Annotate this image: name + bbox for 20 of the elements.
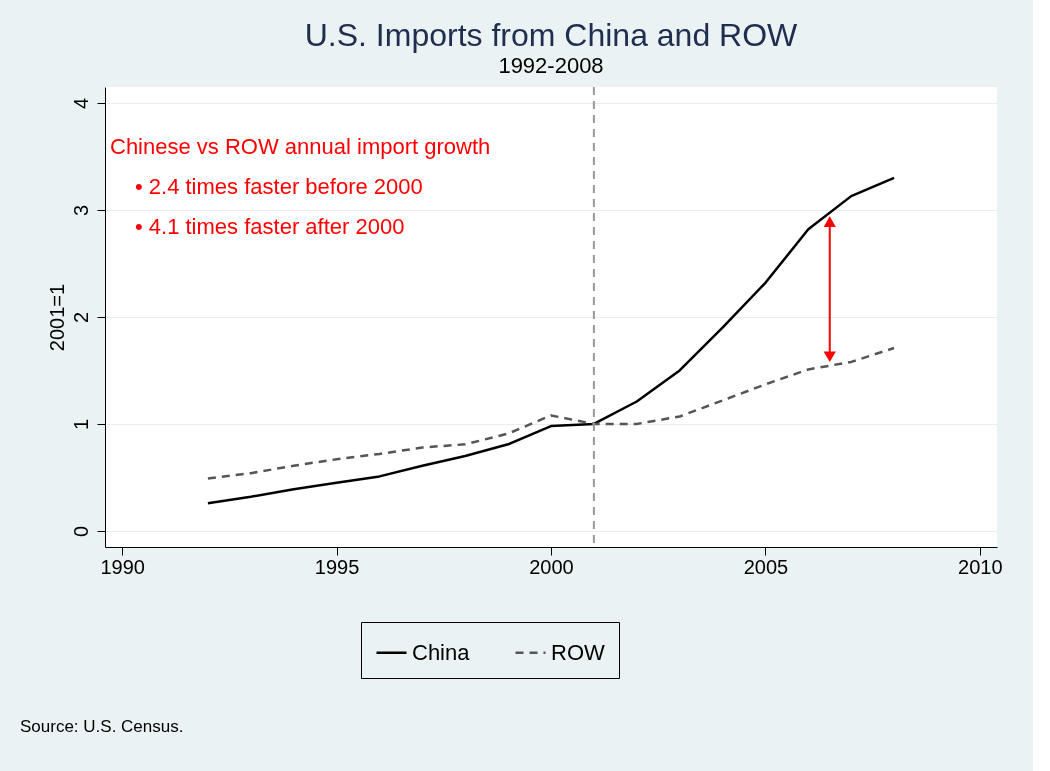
y-axis-title: 2001=1 (45, 283, 68, 352)
annotation: • 2.4 times faster before 2000 (135, 174, 423, 199)
chart-subtitle: 1992-2008 (498, 53, 604, 78)
y-tick-label: 0 (69, 525, 92, 538)
y-tick-label: 4 (69, 97, 92, 110)
x-tick-label: 2010 (958, 555, 1003, 578)
x-tick-label: 2005 (743, 555, 789, 578)
y-tick-label: 1 (69, 418, 92, 431)
legend-label: ROW (551, 639, 605, 665)
x-tick-label: 2000 (529, 555, 574, 578)
annotation: • 4.1 times faster after 2000 (135, 214, 405, 239)
chart-title: U.S. Imports from China and ROW (304, 17, 799, 53)
line-series (206, 346, 896, 480)
source-note: Source: U.S. Census. (20, 717, 184, 736)
x-tick-label: 1995 (314, 555, 360, 578)
y-tick-label: 3 (69, 204, 92, 217)
annotation: Chinese vs ROW annual import growth (110, 134, 491, 159)
x-tick-label: 1990 (100, 555, 145, 578)
y-tick-label: 2 (69, 311, 92, 324)
legend-label: China (412, 639, 471, 665)
